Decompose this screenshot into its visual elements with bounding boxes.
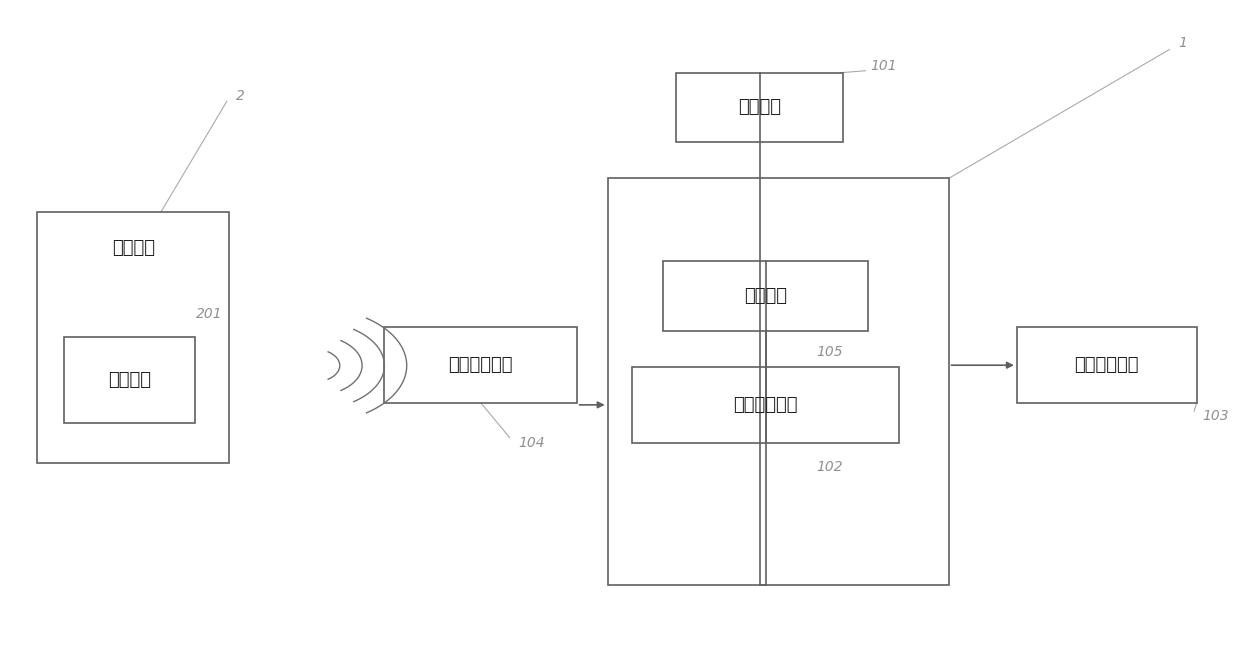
Text: 行走装置: 行走装置 <box>738 98 781 116</box>
Bar <box>663 261 868 330</box>
Text: 1: 1 <box>1178 36 1187 50</box>
Text: 101: 101 <box>870 59 897 73</box>
Text: 蓝牙传输装置: 蓝牙传输装置 <box>448 356 513 374</box>
Bar <box>1017 327 1197 403</box>
Bar <box>384 327 577 403</box>
Bar <box>632 367 899 443</box>
Text: 103: 103 <box>1203 409 1229 424</box>
Text: 201: 201 <box>196 307 222 321</box>
Text: 存储装置: 存储装置 <box>744 287 787 305</box>
Text: 104: 104 <box>518 436 544 450</box>
Bar <box>64 337 195 423</box>
Text: 无线终端: 无线终端 <box>112 239 155 257</box>
Text: 导航定位装置: 导航定位装置 <box>733 396 799 414</box>
Text: 105: 105 <box>816 345 842 360</box>
Bar <box>37 212 229 463</box>
Text: 语音讲解装置: 语音讲解装置 <box>1074 356 1140 374</box>
Bar <box>608 178 949 585</box>
Text: 蓝牙耳机: 蓝牙耳机 <box>108 371 151 389</box>
Bar <box>676 73 843 142</box>
Text: 102: 102 <box>816 460 842 475</box>
Text: 2: 2 <box>236 89 244 103</box>
